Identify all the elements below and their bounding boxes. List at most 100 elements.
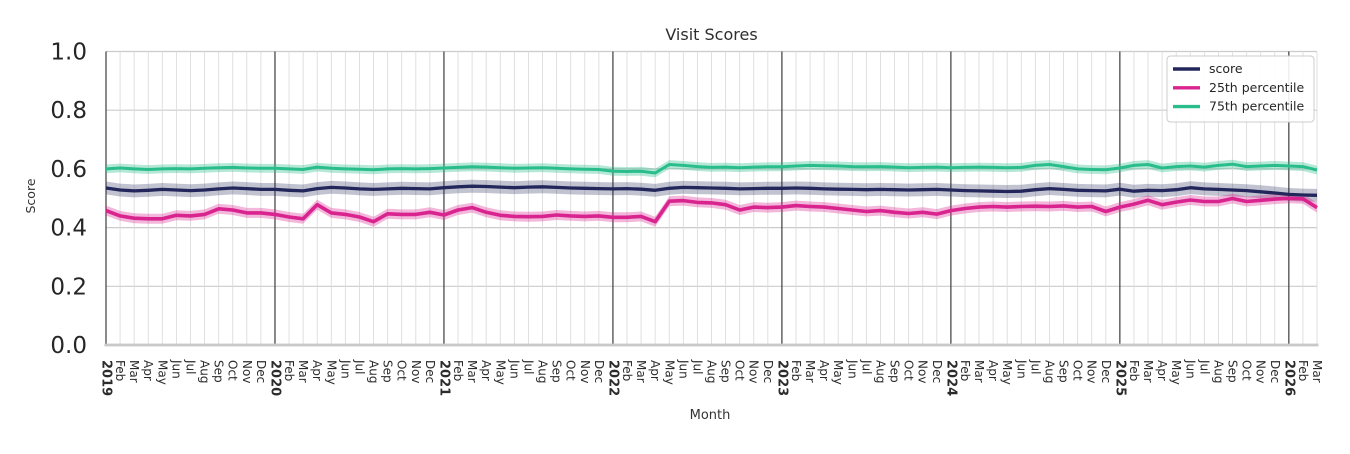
- x-tick-label: Oct: [902, 360, 916, 381]
- x-tick-label: Mar: [465, 360, 479, 383]
- x-tick-label: Apr: [1155, 360, 1169, 381]
- x-tick-label: Nov: [916, 360, 930, 383]
- x-tick-label: Sep: [550, 360, 564, 383]
- x-tick-label: Feb: [620, 360, 634, 381]
- x-tick-label: Oct: [564, 360, 578, 381]
- x-tick-label: Jun: [169, 359, 183, 379]
- x-tick-label: Sep: [381, 360, 395, 383]
- x-tick-label: Jun: [338, 359, 352, 379]
- x-tick-label: Feb: [113, 360, 127, 381]
- y-tick-label: 0.4: [50, 216, 87, 242]
- x-tick-label: Feb: [451, 360, 465, 381]
- y-axis-label: Score: [23, 178, 38, 213]
- x-tick-label: 2019: [99, 360, 114, 396]
- x-tick-label: Jun: [507, 359, 521, 379]
- x-tick-label: Jul: [690, 359, 704, 374]
- x-tick-label: 2026: [1281, 360, 1296, 396]
- chart-title: Visit Scores: [665, 25, 757, 44]
- legend: score 25th percentile 75th percentile: [1166, 55, 1315, 123]
- x-tick-label: May: [493, 360, 507, 385]
- x-tick-label: Feb: [958, 360, 972, 381]
- x-tick-label: Oct: [1071, 360, 1085, 381]
- x-tick-label: 2020: [267, 360, 282, 396]
- x-tick-label: Feb: [1296, 360, 1310, 381]
- x-tick-label: Sep: [1057, 360, 1071, 383]
- x-tick-label: Aug: [1211, 360, 1225, 383]
- x-tick-label: Feb: [789, 360, 803, 381]
- y-tick-labels: 0.0 0.2 0.4 0.6 0.8 1.0: [50, 40, 87, 360]
- score-line: [105, 184, 1318, 197]
- x-tick-label: 2022: [605, 360, 620, 396]
- legend-box: [1166, 55, 1315, 123]
- x-tick-label: Aug: [367, 360, 381, 383]
- y-tick-label: 1.0: [50, 40, 87, 66]
- x-tick-label: May: [1169, 360, 1183, 385]
- x-tick-label: Apr: [141, 360, 155, 381]
- x-tick-label: Mar: [634, 360, 648, 383]
- x-tick-label: Dec: [930, 360, 944, 383]
- x-tick-label: Nov: [1085, 360, 1099, 383]
- x-tick-label: May: [831, 360, 845, 385]
- x-tick-label: Apr: [986, 360, 1000, 381]
- y-tick-label: 0.8: [50, 98, 87, 124]
- x-tick-label: Aug: [198, 360, 212, 383]
- x-tick-label: 2021: [436, 360, 451, 396]
- x-tick-label: Aug: [536, 360, 550, 383]
- x-tick-label: Mar: [972, 360, 986, 383]
- x-tick-label: Apr: [817, 360, 831, 381]
- x-tick-label: May: [1000, 360, 1014, 385]
- x-tick-label: Dec: [1268, 360, 1282, 383]
- x-axis-label: Month: [690, 408, 731, 423]
- x-tick-label: May: [155, 360, 169, 385]
- x-tick-label: Mar: [1310, 360, 1324, 383]
- x-tick-label: Dec: [423, 360, 437, 383]
- x-tick-label: Nov: [747, 360, 761, 383]
- x-tick-label: Dec: [1099, 360, 1113, 383]
- x-tick-label: Mar: [127, 360, 141, 383]
- x-tick-label: Oct: [226, 360, 240, 381]
- x-tick-label: Nov: [409, 360, 423, 383]
- x-tick-label: May: [662, 360, 676, 385]
- x-tick-label: Feb: [1127, 360, 1141, 381]
- x-tick-label: Apr: [648, 360, 662, 381]
- x-tick-label: Sep: [888, 360, 902, 383]
- x-tick-label: Jun: [845, 359, 859, 379]
- 25th-percentile-line: [105, 196, 1318, 224]
- x-tick-label: Jul: [183, 359, 197, 374]
- x-tick-label: 2023: [774, 360, 789, 396]
- x-tick-label: Feb: [282, 360, 296, 381]
- x-tick-label: Mar: [803, 360, 817, 383]
- 25th-percentile-band: [106, 193, 1317, 227]
- 75th-percentile-line: [105, 162, 1318, 175]
- x-tick-label: Mar: [1141, 360, 1155, 383]
- x-tick-label: Jul: [859, 359, 873, 374]
- y-tick-label: 0.2: [50, 274, 87, 300]
- x-tick-label: Jul: [521, 359, 535, 374]
- legend-label-75th-percentile: 75th percentile: [1209, 99, 1305, 114]
- x-tick-label: 2024: [943, 360, 958, 396]
- x-tick-labels: 2019 Feb Mar Apr May Jun Jul Aug Sep Oct Nov Dec 202…: [99, 359, 1325, 396]
- x-tick-label: Aug: [1042, 360, 1056, 383]
- x-tick-label: Aug: [873, 360, 887, 383]
- x-tick-label: Jul: [1028, 359, 1042, 374]
- x-tick-label: Sep: [719, 360, 733, 383]
- x-tick-label: Jul: [1197, 359, 1211, 374]
- x-tick-label: Nov: [1254, 360, 1268, 383]
- x-tick-label: Nov: [240, 360, 254, 383]
- legend-label-score: score: [1209, 61, 1243, 76]
- y-tick-label: 0.6: [50, 157, 87, 183]
- score-band: [106, 179, 1317, 202]
- x-tick-label: Sep: [1226, 360, 1240, 383]
- x-axis-spine: [104, 343, 1319, 347]
- x-tick-label: Dec: [592, 360, 606, 383]
- x-tick-label: Jun: [676, 359, 690, 379]
- x-tick-label: Apr: [310, 360, 324, 381]
- legend-label-25th-percentile: 25th percentile: [1209, 80, 1305, 95]
- x-tick-label: Jun: [1183, 359, 1197, 379]
- x-tick-label: Oct: [395, 360, 409, 381]
- x-tick-label: Oct: [733, 360, 747, 381]
- x-tick-label: Dec: [761, 360, 775, 383]
- x-tick-label: Jun: [1014, 359, 1028, 379]
